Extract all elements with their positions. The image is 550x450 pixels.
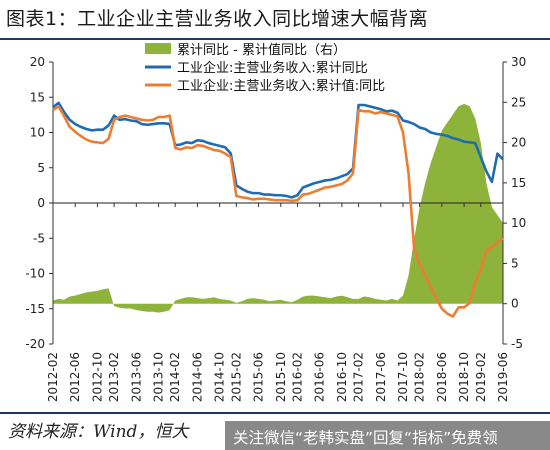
left-tick-label: 5 — [37, 161, 45, 175]
x-tick-label: 2018-06 — [435, 352, 449, 402]
right-tick-label: 25 — [511, 95, 526, 109]
gap-area-layer — [53, 103, 503, 313]
legend-label: 累计同比 - 累计值同比（右） — [177, 42, 346, 58]
right-tick-label: 10 — [511, 216, 526, 230]
x-tick-label: 2015-10 — [274, 352, 288, 402]
x-tick-label: 2019-02 — [474, 352, 488, 402]
left-tick-label: -15 — [25, 302, 45, 316]
x-tick-label: 2018-02 — [413, 352, 427, 402]
series-yoy-line — [52, 101, 504, 199]
x-tick-label: 2013-10 — [152, 352, 166, 402]
chart-title: 图表1：工业企业主营业务收入同比增速大幅背离 — [6, 8, 429, 30]
source-rule — [0, 412, 550, 414]
left-tick-label: 0 — [37, 196, 45, 210]
title-rule — [0, 38, 550, 40]
right-tick-label: 30 — [511, 55, 526, 69]
left-tick-label: 20 — [30, 55, 45, 69]
left-tick-label: -20 — [25, 337, 45, 351]
x-tick-label: 2015-02 — [229, 352, 243, 402]
x-tick-label: 2018-10 — [457, 352, 471, 402]
x-tick-label: 2016-10 — [335, 352, 349, 402]
watermark-text: 关注微信“老韩实盘”回复“指标”免费领 — [233, 429, 498, 447]
x-tick-label: 2016-02 — [290, 352, 304, 402]
watermark-band — [225, 421, 550, 450]
series-cumulative-line — [52, 105, 504, 318]
x-tick-label: 2012-06 — [68, 352, 82, 402]
x-tick-label: 2019-06 — [496, 352, 510, 402]
source-note: 资料来源：Wind，恒大 — [8, 422, 189, 442]
x-tick-label: 2016-06 — [313, 352, 327, 402]
legend-swatch-gap — [145, 43, 171, 54]
x-tick-label: 2017-10 — [396, 352, 410, 402]
left-tick-label: 10 — [30, 126, 45, 140]
legend-label: 工业企业:主营业务收入:累计值:同比 — [177, 78, 385, 94]
series-gap-area — [53, 103, 503, 313]
x-tick-label: 2013-06 — [129, 352, 143, 402]
left-tick-label: -10 — [25, 267, 45, 281]
x-tick-label: 2015-06 — [252, 352, 266, 402]
x-tick-label: 2013-02 — [107, 352, 121, 402]
legend-label: 工业企业:主营业务收入:累计同比 — [177, 60, 368, 76]
line-layer — [52, 101, 504, 318]
x-tick-label: 2017-02 — [352, 352, 366, 402]
x-tick-label: 2012-02 — [46, 352, 60, 402]
title-bar: 图表1：工业企业主营业务收入同比增速大幅背离 — [0, 0, 550, 38]
x-tick-label: 2014-06 — [190, 352, 204, 402]
x-tick-label: 2017-06 — [374, 352, 388, 402]
right-tick-label: 20 — [511, 136, 526, 150]
x-tick-label: 2012-10 — [90, 352, 104, 402]
x-tick-label: 2014-10 — [213, 352, 227, 402]
chart-plot: -20 -15 -10 -5 0 5 10 15 20 -5 0 5 10 15 20 25 30 2012-02… — [25, 42, 526, 402]
left-tick-label: 15 — [30, 90, 45, 104]
right-tick-label: -5 — [511, 337, 523, 351]
x-tick-label: 2014-02 — [168, 352, 182, 402]
right-tick-label: 15 — [511, 176, 526, 190]
axis-layer: -20 -15 -10 -5 0 5 10 15 20 -5 0 5 10 15 20 25 30 2012-02… — [25, 55, 526, 402]
right-tick-label: 0 — [511, 297, 519, 311]
left-tick-label: -5 — [33, 231, 45, 245]
right-tick-label: 5 — [511, 256, 519, 270]
legend: 累计同比 - 累计值同比（右） 工业企业:主营业务收入:累计同比工业企业:主营业务… — [145, 42, 385, 94]
